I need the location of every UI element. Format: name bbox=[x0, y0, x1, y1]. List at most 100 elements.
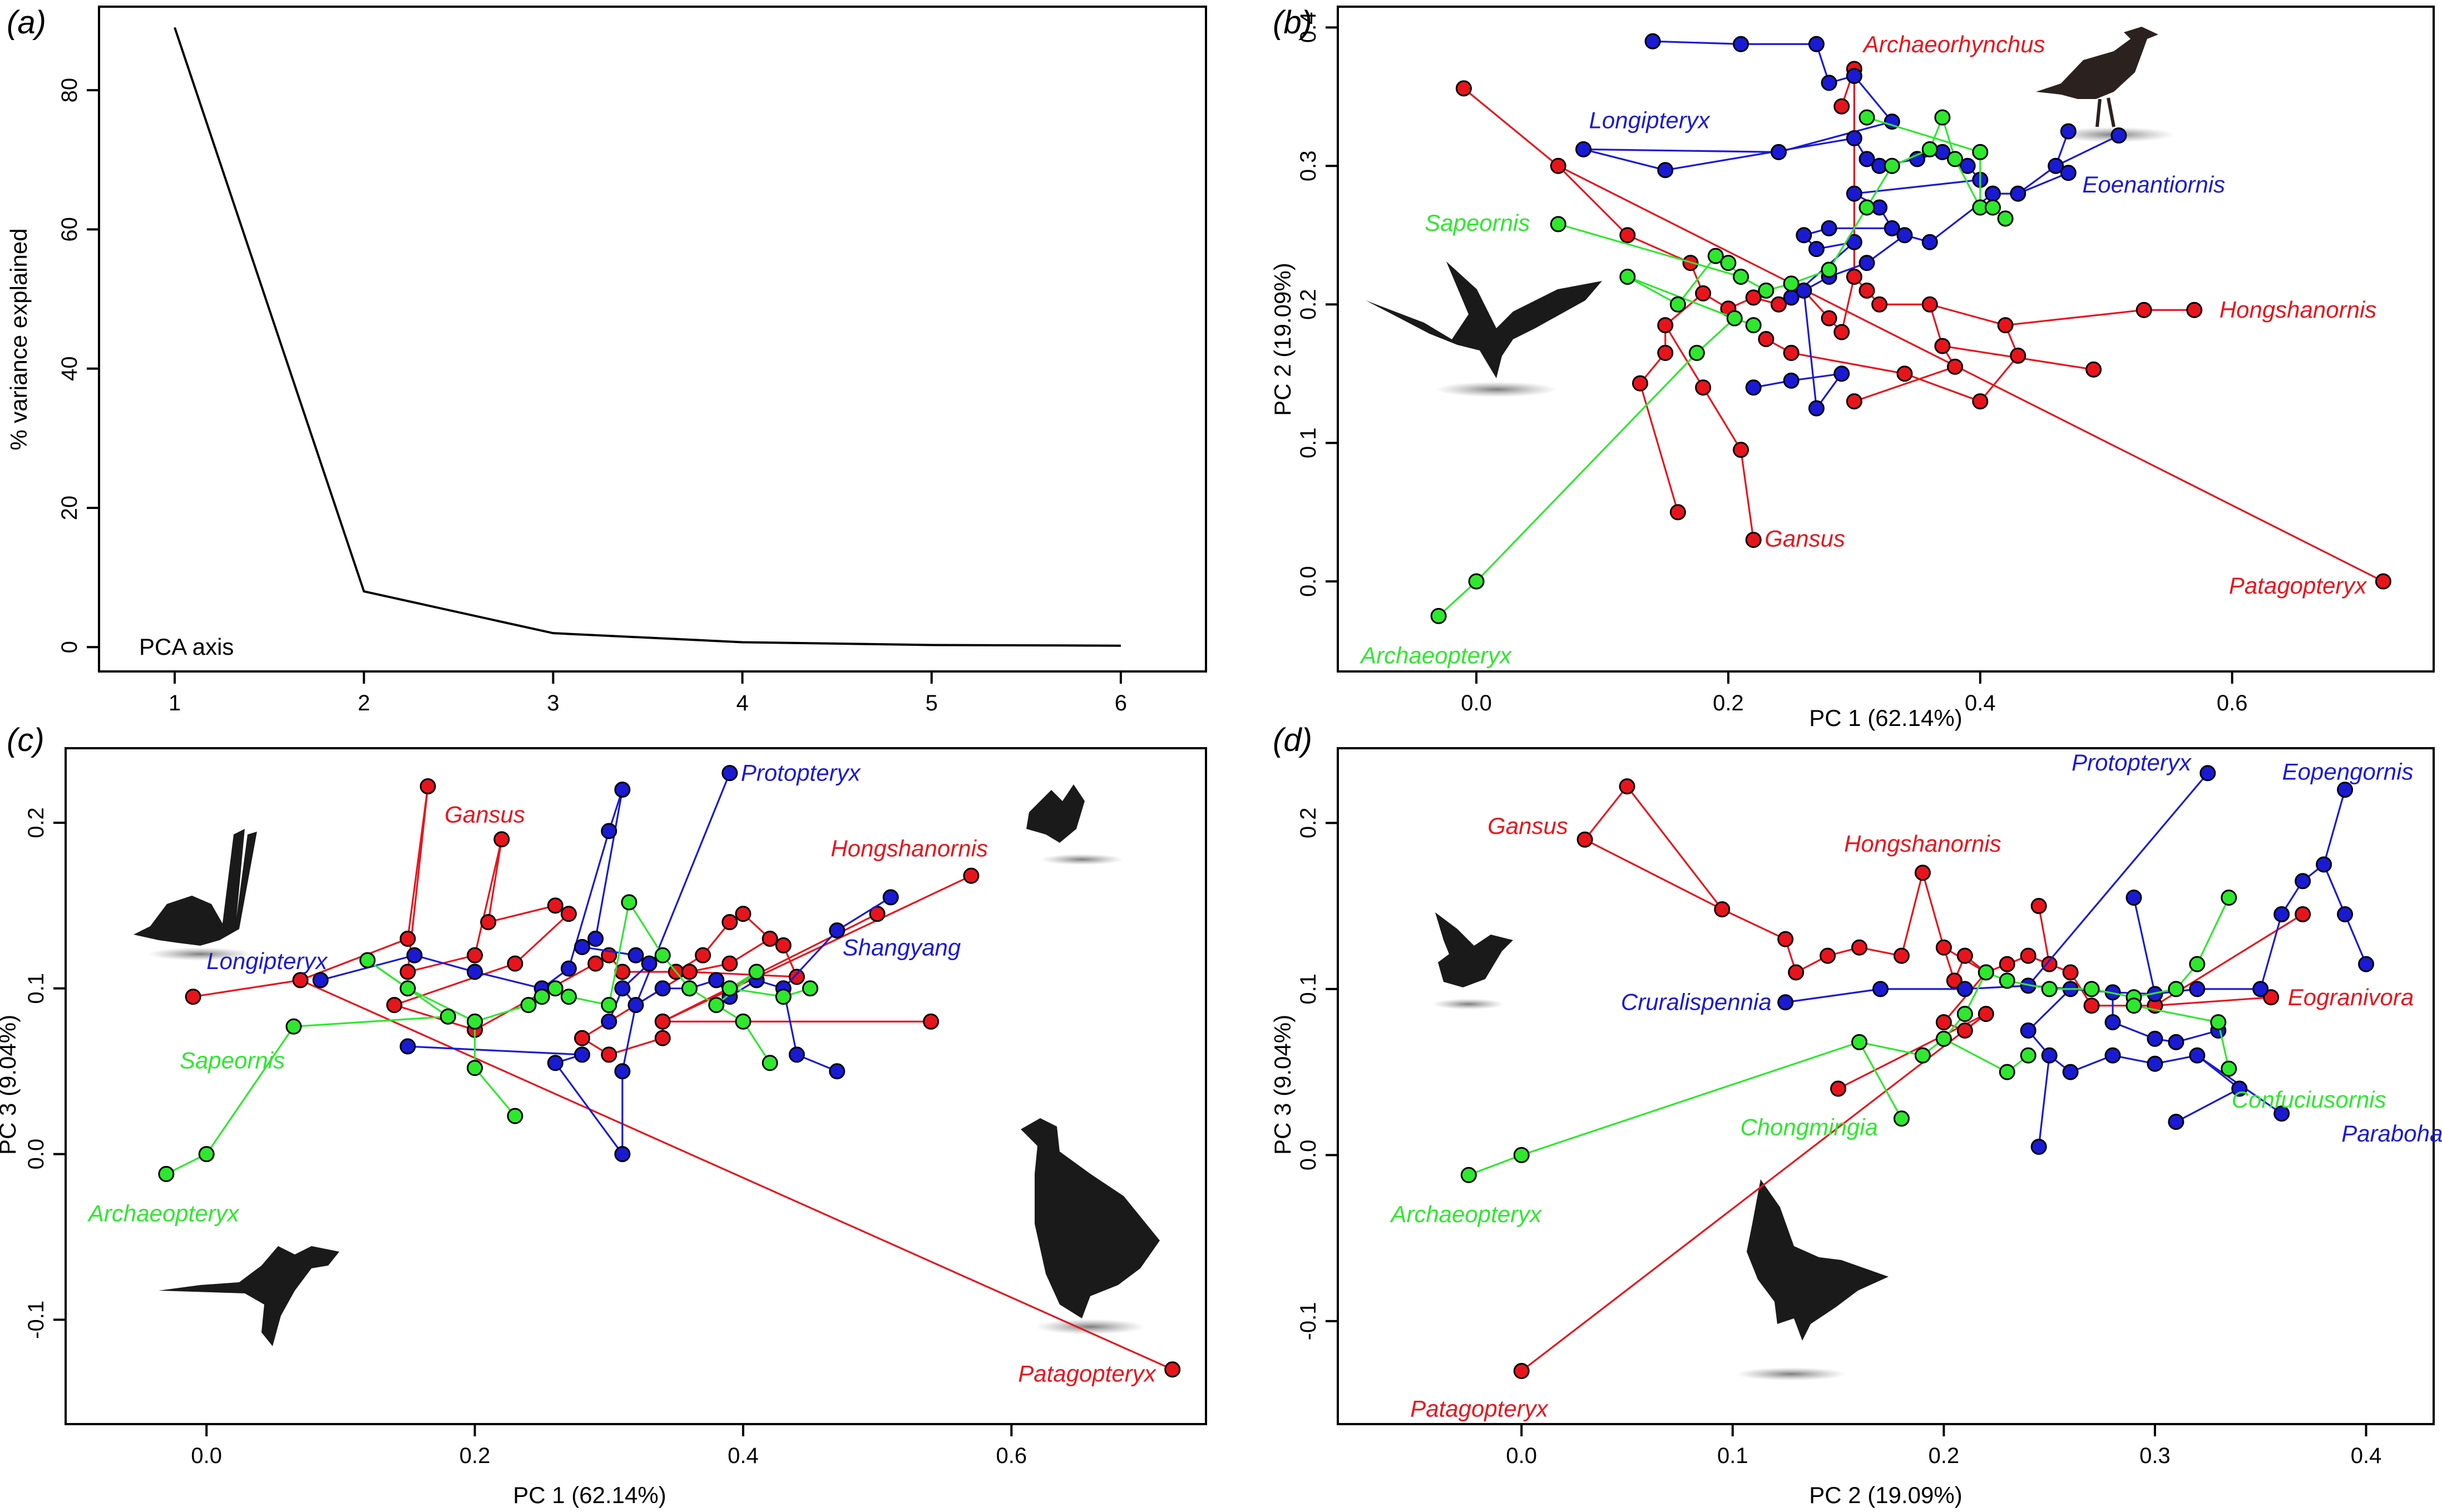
tree-branch bbox=[1859, 1041, 1923, 1056]
tree-branch bbox=[628, 902, 664, 956]
tree-branch bbox=[1740, 449, 1754, 540]
taxon-point bbox=[1858, 199, 1875, 216]
taxon-point bbox=[1669, 296, 1686, 313]
panel-c-frame bbox=[65, 747, 1207, 1425]
x-tick-label: 0.4 bbox=[728, 1444, 759, 1468]
taxon-point bbox=[1468, 573, 1485, 590]
taxon-point bbox=[1846, 67, 1862, 84]
taxon-point bbox=[2358, 956, 2375, 972]
tree-branch bbox=[205, 1026, 295, 1155]
tree-branch bbox=[1468, 1154, 1522, 1176]
taxon-point bbox=[1914, 1047, 1931, 1064]
taxon-point bbox=[419, 778, 436, 794]
taxon-point bbox=[802, 980, 819, 997]
panel-d-frame bbox=[1337, 747, 2435, 1425]
taxon-point bbox=[695, 947, 711, 963]
taxon-point bbox=[654, 980, 671, 997]
taxon-point bbox=[386, 997, 403, 1014]
taxon-point bbox=[1884, 113, 1900, 130]
taxon-point bbox=[1745, 317, 1762, 334]
tree-branch bbox=[414, 954, 476, 973]
tree-branch bbox=[1954, 159, 1981, 208]
taxon-point bbox=[1619, 778, 1635, 795]
tree-branch bbox=[689, 971, 797, 978]
taxon-label: Sapeornis bbox=[1425, 210, 1530, 236]
series-green bbox=[1460, 890, 2237, 1183]
taxon-point bbox=[467, 963, 483, 980]
taxon-point bbox=[1783, 372, 1800, 389]
taxon-point bbox=[1999, 956, 2015, 972]
taxon-point bbox=[2168, 981, 2184, 997]
taxon-point bbox=[1575, 141, 1592, 157]
taxon-point bbox=[2231, 1080, 2248, 1097]
taxon-point bbox=[1984, 185, 2001, 202]
tree-branch bbox=[1841, 276, 1855, 333]
bird-silhouette-crested bbox=[2036, 27, 2175, 142]
taxon-label: Cruralispennia bbox=[1621, 989, 1772, 1015]
taxon-point bbox=[1858, 255, 1875, 271]
taxon-point bbox=[1745, 289, 1762, 306]
taxon-point bbox=[2337, 782, 2354, 798]
tree-branch bbox=[394, 962, 516, 1006]
taxon-point bbox=[547, 897, 563, 914]
taxon-label: Archaeorhynchus bbox=[1862, 31, 2045, 57]
x-tick-label: 0.3 bbox=[2139, 1444, 2171, 1468]
taxon-point bbox=[1733, 36, 1749, 52]
taxon-point bbox=[1934, 338, 1951, 354]
panel-d: (d) PC 3 (9.04%) PC 2 (19.09%) 0.0 0.1 0.2… bbox=[1269, 722, 2442, 1508]
taxon-point bbox=[1695, 285, 1712, 302]
taxon-point bbox=[1726, 310, 1743, 327]
y-tick-label: 0 bbox=[57, 641, 82, 653]
taxon-point bbox=[1921, 296, 1938, 313]
x-tick-label: 0.2 bbox=[1929, 1444, 1960, 1468]
panel-b-plot: Archaeorhynchus Longipteryx Eoenantiornis S… bbox=[1359, 31, 2391, 668]
taxon-point bbox=[2273, 906, 2290, 923]
taxon-label: Archaeopteryx bbox=[1389, 1201, 1543, 1227]
tree-branch bbox=[1866, 165, 1893, 208]
taxon-point bbox=[2221, 1060, 2237, 1077]
x-tick-label: 0.2 bbox=[459, 1444, 491, 1468]
tree-branch bbox=[621, 1005, 637, 1072]
taxon-point bbox=[1455, 80, 1472, 97]
series-red bbox=[185, 778, 1181, 1378]
taxon-point bbox=[788, 969, 805, 985]
taxon-point bbox=[721, 980, 738, 997]
taxon-point bbox=[493, 831, 510, 848]
y-tick-label: -0.1 bbox=[1296, 1302, 1321, 1340]
taxon-label: Gansus bbox=[1764, 525, 1845, 551]
taxon-point bbox=[1846, 393, 1862, 410]
taxon-point bbox=[2252, 981, 2269, 997]
tree-branch bbox=[1791, 373, 1842, 382]
taxon-point bbox=[1896, 227, 1913, 244]
y-tick-label: 0.4 bbox=[1296, 12, 1321, 43]
taxon-point bbox=[507, 955, 523, 972]
taxon-point bbox=[507, 1108, 523, 1124]
y-tick-label: -0.1 bbox=[24, 1301, 48, 1339]
taxon-point bbox=[1796, 227, 1812, 244]
taxon-point bbox=[1758, 331, 1774, 347]
tree-branch bbox=[1438, 580, 1477, 617]
taxon-point bbox=[1657, 317, 1674, 334]
taxon-point bbox=[399, 980, 416, 997]
taxon-point bbox=[2060, 123, 2077, 140]
taxon-point bbox=[1644, 33, 1661, 50]
x-tick-label: 6 bbox=[1115, 691, 1127, 715]
x-tick-label: 2 bbox=[358, 691, 370, 715]
taxon-point bbox=[721, 955, 738, 972]
taxon-point bbox=[2125, 997, 2142, 1014]
tree-branch bbox=[2027, 772, 2209, 986]
taxon-point bbox=[2295, 873, 2311, 890]
x-tick-label: 0.2 bbox=[1713, 691, 1744, 715]
taxon-point bbox=[2041, 956, 2058, 972]
y-tick-label: 40 bbox=[57, 356, 82, 381]
taxon-point bbox=[1935, 1014, 1952, 1031]
taxon-point bbox=[158, 1165, 175, 1182]
tree-branch bbox=[367, 959, 408, 990]
taxon-point bbox=[614, 781, 631, 798]
y-tick-label: 0.1 bbox=[1296, 974, 1321, 1005]
taxon-point bbox=[1946, 972, 1963, 989]
taxon-point bbox=[1947, 358, 1964, 375]
taxon-point bbox=[1858, 109, 1875, 126]
panel-c-y-axis-label: PC 3 (9.04%) bbox=[0, 1015, 21, 1155]
